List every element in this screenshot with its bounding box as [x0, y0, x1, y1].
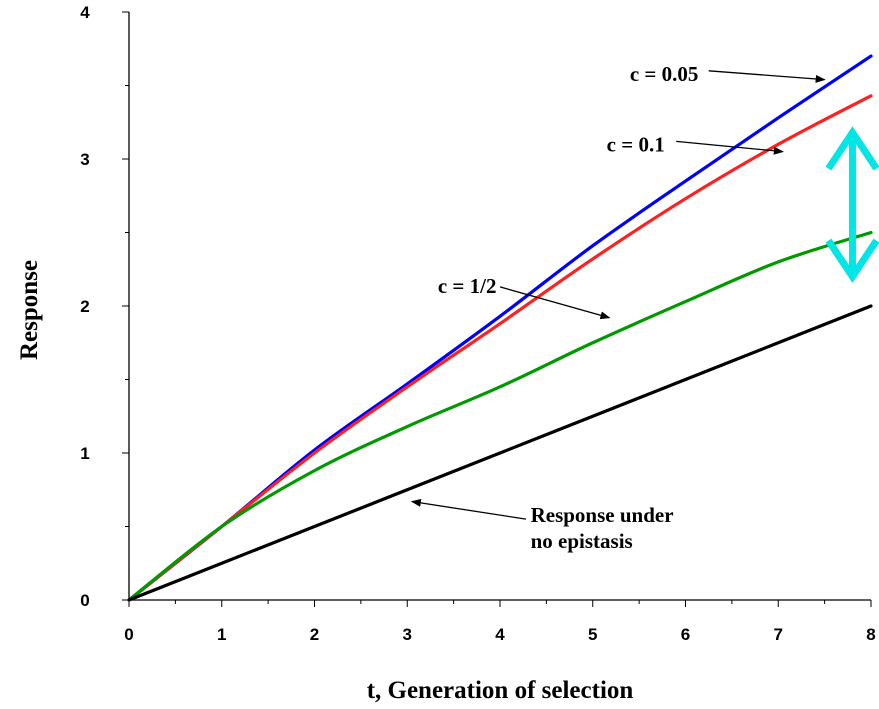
x-tick-label: 3	[403, 625, 412, 644]
annotation-arrow-c01	[676, 140, 784, 155]
x-tick-label: 5	[588, 625, 597, 644]
x-tick-label: 8	[866, 625, 875, 644]
difference-bracket	[825, 126, 879, 283]
annotation-label-c05: c = 1/2	[438, 274, 497, 298]
x-axis-title: t, Generation of selection	[367, 677, 634, 704]
series-line-c005	[127, 54, 873, 602]
series-line-c01	[127, 94, 873, 602]
annotation-line: Response under	[531, 503, 674, 527]
series-line-c05	[127, 230, 873, 602]
x-tick-label: 0	[124, 625, 133, 644]
annotations: c = 0.05 c = 0.1 c = 1/2 Response under no e…	[410, 62, 826, 553]
x-tick-label: 1	[217, 625, 226, 644]
series-line-no-epistasis	[127, 304, 873, 602]
y-tick-label: 1	[80, 444, 89, 463]
annotation-label-c01: c = 0.1	[607, 133, 665, 157]
annotation-arrow-c005	[708, 70, 826, 83]
y-tick-label: 2	[80, 297, 89, 316]
y-tick-label: 4	[80, 3, 90, 22]
x-tick-label: 4	[495, 625, 505, 644]
annotation-label-no-epistasis: Response under no epistasis	[531, 503, 674, 553]
annotation-line: no epistasis	[531, 529, 633, 553]
bracket-bottom-head	[825, 238, 879, 283]
tick-labels: 0 1 2 3 4 5 6 7 8 0 1 2 3 4	[80, 3, 875, 644]
bracket-top-head	[825, 126, 879, 171]
y-tick-label: 0	[80, 591, 89, 610]
y-axis-title: Response	[16, 260, 43, 360]
x-tick-label: 6	[681, 625, 690, 644]
annotation-arrow-no-epistasis	[410, 498, 527, 520]
tick-marks	[122, 11, 872, 607]
y-tick-label: 3	[80, 150, 89, 169]
annotation-label-c005: c = 0.05	[630, 62, 699, 86]
x-tick-label: 2	[310, 625, 319, 644]
series-lines	[127, 54, 873, 602]
annotation-arrow-c05	[499, 286, 611, 320]
x-tick-label: 7	[774, 625, 783, 644]
